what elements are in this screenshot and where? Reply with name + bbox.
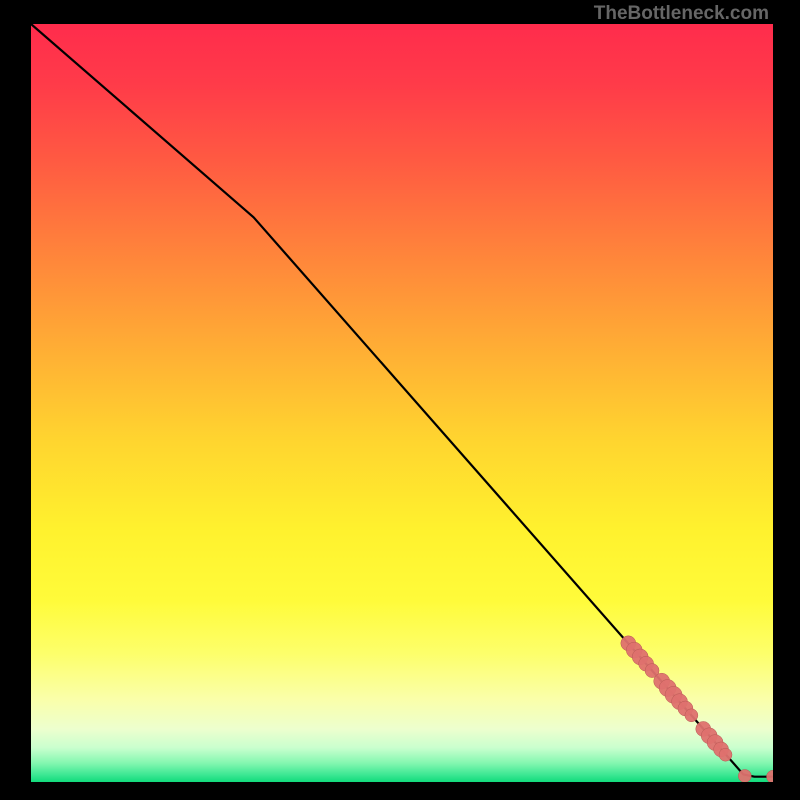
chart-frame: TheBottleneck.com	[0, 0, 800, 800]
gradient-background	[31, 24, 773, 782]
chart-svg	[31, 24, 773, 782]
plot-area	[31, 24, 773, 782]
data-marker	[738, 769, 751, 782]
watermark-text: TheBottleneck.com	[594, 3, 769, 25]
data-marker	[719, 748, 732, 761]
data-marker	[685, 709, 698, 722]
